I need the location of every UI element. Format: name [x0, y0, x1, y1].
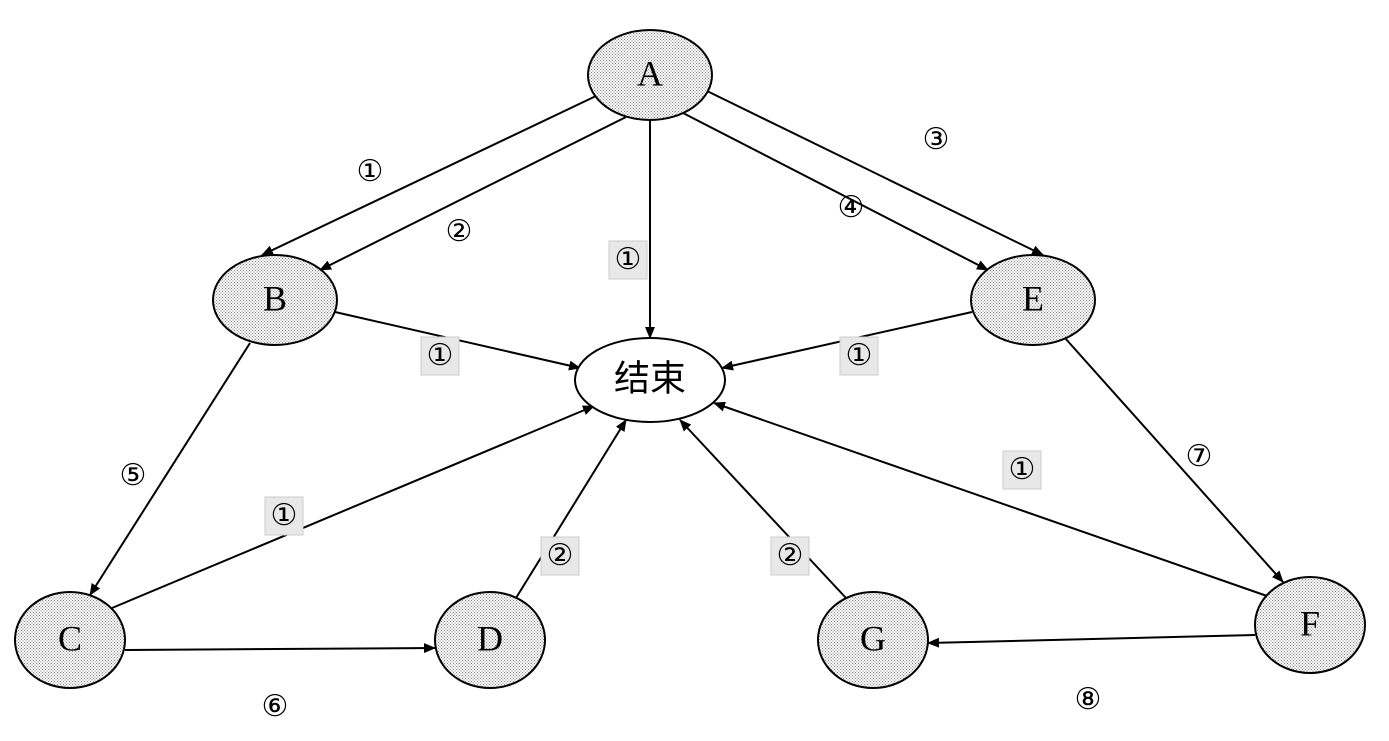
node-label-A: A	[637, 53, 663, 93]
edge-label-e6: ①	[427, 339, 454, 372]
edge-F-G	[928, 635, 1255, 643]
edge-label-e1: ①	[357, 155, 384, 188]
edge-label-e9: ①	[271, 499, 298, 532]
edge-label-e10: ⑥	[262, 690, 289, 723]
edge-C-D	[125, 648, 435, 650]
edge-B-C	[90, 343, 250, 595]
node-label-END: 结束	[614, 358, 686, 398]
edge-label-e13: ⑧	[1075, 683, 1102, 716]
edge-A-B	[320, 117, 626, 270]
edge-label-e11: ②	[547, 539, 574, 572]
edge-label-e5: ①	[615, 243, 642, 276]
diagram-svg: ① ② ③ ④ ① ① ① ⑤ ① ⑥ ② ② ⑧ ① ⑦ A B E 结束 C D G F	[0, 0, 1389, 741]
edge-label-e14: ①	[1009, 453, 1036, 486]
edge-E-F	[1065, 338, 1283, 582]
edge-C-END	[112, 406, 594, 608]
edge-label-e15: ⑦	[1186, 440, 1213, 473]
node-label-E: E	[1022, 278, 1044, 318]
node-label-G: G	[860, 618, 886, 658]
edge-label-e8: ⑤	[120, 459, 147, 492]
edge-label-e2: ②	[446, 215, 473, 248]
edge-label-e3: ③	[923, 123, 950, 156]
edge-G-END	[680, 420, 846, 598]
node-label-C: C	[58, 618, 82, 658]
node-label-B: B	[263, 278, 287, 318]
node-label-F: F	[1300, 603, 1320, 643]
edge-label-e4: ④	[838, 191, 865, 224]
edge-A-B	[262, 96, 596, 255]
network-diagram: ① ② ③ ④ ① ① ① ⑤ ① ⑥ ② ② ⑧ ① ⑦ A B E 结束 C D G F	[0, 0, 1389, 741]
node-label-D: D	[477, 618, 503, 658]
edge-A-E	[707, 91, 1043, 255]
edge-label-e7: ①	[846, 339, 873, 372]
edge-label-e12: ②	[777, 539, 804, 572]
